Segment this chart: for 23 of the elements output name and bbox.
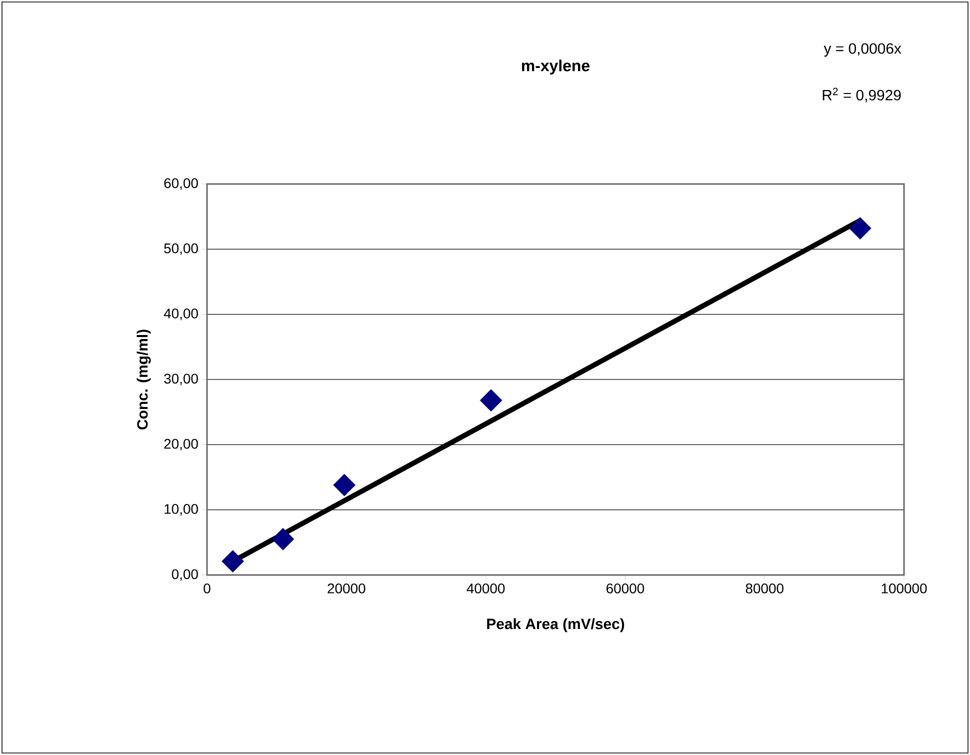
text: y = 0,0006x — [824, 43, 902, 57]
x-tick-label: 20000 — [328, 583, 366, 594]
y-tick-label: 50,00 — [164, 243, 198, 255]
point — [222, 550, 244, 572]
point — [848, 217, 872, 240]
y-axis-title: Conc. (mg/ml) — [136, 330, 151, 430]
x-tick-label: 40000 — [466, 583, 505, 594]
y-tick-label: 40,00 — [164, 308, 198, 320]
y-tick-label: 20,00 — [164, 438, 198, 450]
point — [480, 389, 502, 412]
x-axis-title: Peak Area (mV/sec) — [487, 618, 624, 632]
point — [333, 474, 356, 496]
x-tick-label: 60000 — [606, 583, 644, 594]
chart-title: m-xylene — [522, 60, 590, 74]
y-tick-label: 60,00 — [164, 178, 198, 190]
x-tick-label: 80000 — [746, 583, 784, 594]
text: R$^{2}$ = 0,9929 — [822, 88, 901, 102]
y-tick-label: 10,00 — [164, 504, 198, 516]
point — [272, 528, 294, 550]
y-tick-label: 0,00 — [172, 569, 198, 581]
y-tick-label: 30,00 — [164, 374, 198, 386]
x-tick-label: 0 — [204, 583, 210, 594]
x-tick-label: 100000 — [882, 583, 927, 594]
